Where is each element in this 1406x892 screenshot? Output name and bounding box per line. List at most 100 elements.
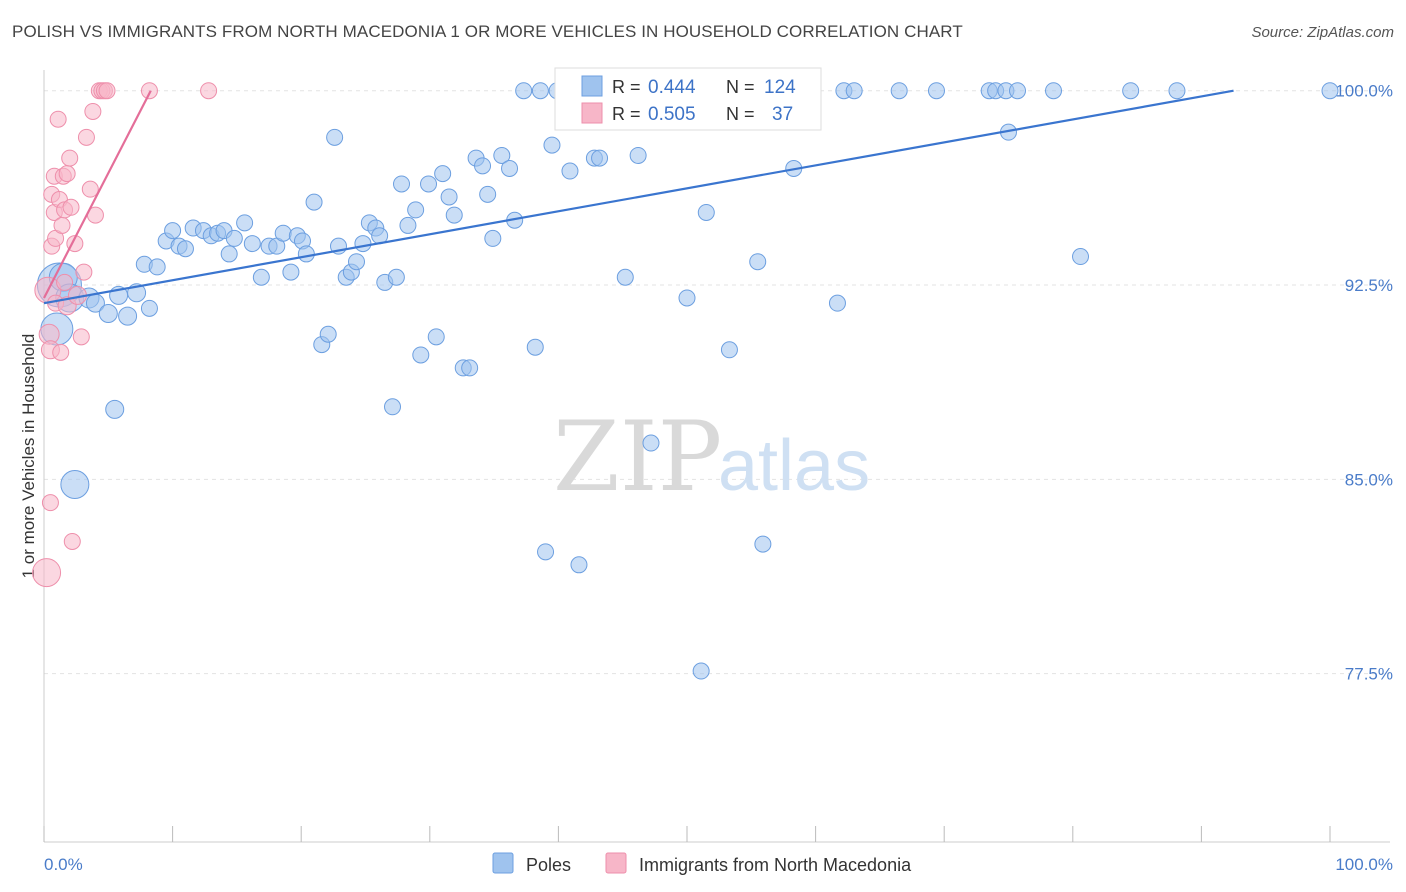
stats-r-label-2: R = xyxy=(612,104,641,124)
macedonia-point-14 xyxy=(53,216,71,234)
poles-point-27 xyxy=(243,235,261,253)
stats-r-label-1: R = xyxy=(612,77,641,97)
legend-swatch-macedonia xyxy=(605,852,627,874)
watermark-zip: ZIP xyxy=(553,401,722,513)
poles-point-8 xyxy=(118,306,138,326)
macedonia-point-16 xyxy=(56,273,74,291)
macedonia-point-21 xyxy=(62,198,80,216)
poles-point-83 xyxy=(629,146,647,164)
poles-point-100 xyxy=(828,294,846,312)
poles-point-10 xyxy=(140,299,158,317)
y-tick-labels: 100.0% 92.5% 85.0% 77.5% xyxy=(1335,82,1393,684)
poles-point-64 xyxy=(479,185,497,203)
poles-point-14 xyxy=(148,258,166,276)
source-label: Source: ZipAtlas.com xyxy=(1251,24,1394,41)
legend-label-poles: Poles xyxy=(526,855,571,875)
poles-point-69 xyxy=(515,82,533,100)
poles-point-25 xyxy=(225,229,243,247)
stats-n-label-1: N = xyxy=(726,77,755,97)
stats-swatch-macedonia xyxy=(581,102,603,124)
poles-point-77 xyxy=(570,556,588,574)
poles-point-70 xyxy=(526,338,544,356)
poles-point-12 xyxy=(105,399,125,419)
poles-point-102 xyxy=(845,82,863,100)
poles-point-31 xyxy=(274,224,292,242)
poles-point-24 xyxy=(220,245,238,263)
macedonia-point-0 xyxy=(32,558,62,588)
x-tick-marks xyxy=(43,826,1331,842)
poles-point-114 xyxy=(1321,82,1339,100)
grid-lines xyxy=(44,90,1390,675)
poles-point-71 xyxy=(531,82,549,100)
macedonia-point-28 xyxy=(81,180,99,198)
poles-point-16 xyxy=(164,222,182,240)
poles-point-52 xyxy=(399,216,417,234)
poles-point-112 xyxy=(1122,82,1140,100)
poles-point-96 xyxy=(749,253,767,271)
chart-title: POLISH VS IMMIGRANTS FROM NORTH MACEDONI… xyxy=(12,22,963,41)
poles-point-61 xyxy=(461,359,479,377)
macedonia-point-11 xyxy=(49,110,67,128)
legend-label-macedonia: Immigrants from North Macedonia xyxy=(639,855,912,875)
watermark: ZIP atlas xyxy=(553,401,870,513)
y-tick-label-2: 85.0% xyxy=(1345,470,1393,489)
macedonia-point-13 xyxy=(52,343,70,361)
poles-point-103 xyxy=(890,82,908,100)
poles-points xyxy=(36,82,1339,680)
poles-point-97 xyxy=(754,535,772,553)
poles-point-6 xyxy=(98,304,118,324)
axes xyxy=(43,70,1390,843)
poles-point-88 xyxy=(678,289,696,307)
stats-n-label-2: N = xyxy=(726,104,755,124)
poles-point-53 xyxy=(407,201,425,219)
poles-point-54 xyxy=(412,346,430,364)
macedonia-point-35 xyxy=(140,82,158,100)
poles-point-66 xyxy=(493,146,511,164)
y-axis-label: 1 or more Vehicles in Household xyxy=(19,334,38,579)
poles-point-56 xyxy=(427,328,445,346)
macedonia-point-26 xyxy=(75,263,93,281)
poles-point-38 xyxy=(319,325,337,343)
poles-point-44 xyxy=(354,235,372,253)
macedonia-point-34 xyxy=(98,82,116,100)
poles-point-51 xyxy=(393,175,411,193)
y-tick-label-0: 100.0% xyxy=(1335,82,1393,101)
poles-point-111 xyxy=(1072,248,1090,266)
macedonia-point-27 xyxy=(77,128,95,146)
poles-point-57 xyxy=(434,165,452,183)
poles-point-43 xyxy=(347,253,365,271)
poles-point-65 xyxy=(484,229,502,247)
poles-point-63 xyxy=(474,157,492,175)
macedonia-point-29 xyxy=(84,102,102,120)
macedonia-point-36 xyxy=(200,82,218,100)
x-tick-label-min: 0.0% xyxy=(44,855,83,874)
poles-point-82 xyxy=(616,268,634,286)
poles-point-110 xyxy=(1045,82,1063,100)
poles-point-35 xyxy=(297,245,315,263)
poles-point-104 xyxy=(927,82,945,100)
poles-point-55 xyxy=(420,175,438,193)
poles-point-92 xyxy=(697,203,715,221)
macedonia-point-4 xyxy=(41,494,59,512)
poles-point-39 xyxy=(326,128,344,146)
poles-point-58 xyxy=(440,188,458,206)
poles-point-67 xyxy=(501,159,519,177)
poles-point-75 xyxy=(561,162,579,180)
legend-swatch-poles xyxy=(492,852,514,874)
macedonia-point-25 xyxy=(72,328,90,346)
macedonia-point-22 xyxy=(63,532,81,550)
poles-point-11 xyxy=(60,469,90,499)
macedonia-point-19 xyxy=(58,165,76,183)
stats-n-value-1: 124 xyxy=(764,77,796,98)
x-tick-label-max: 100.0% xyxy=(1335,855,1393,874)
stats-n-value-2: 37 xyxy=(772,104,793,125)
poles-point-72 xyxy=(537,543,555,561)
y-tick-label-1: 92.5% xyxy=(1345,276,1393,295)
poles-point-36 xyxy=(305,193,323,211)
poles-point-85 xyxy=(642,434,660,452)
poles-trend-line xyxy=(43,89,1234,305)
stats-r-value-2: 0.505 xyxy=(648,104,696,125)
poles-point-94 xyxy=(720,341,738,359)
poles-point-32 xyxy=(282,263,300,281)
